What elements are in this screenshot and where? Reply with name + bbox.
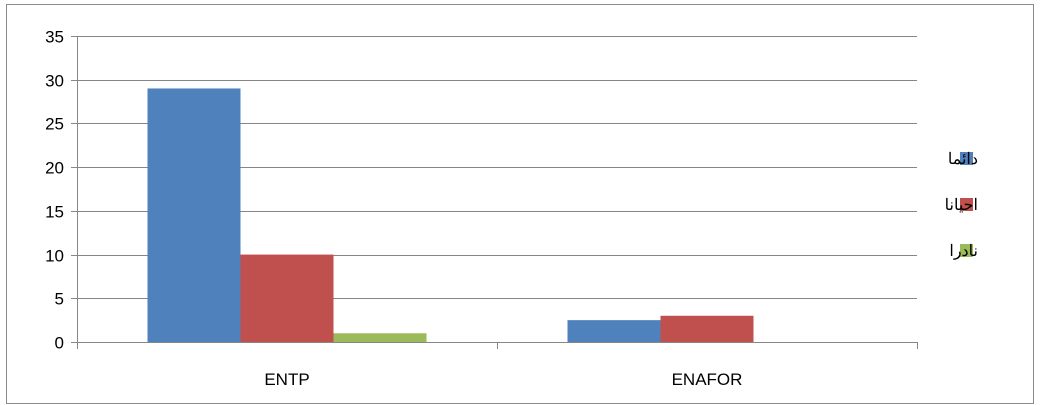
y-tick-label: 30 bbox=[45, 72, 64, 91]
axes: 0 5 10 15 20 25 30 35 ENTP ENAFOR bbox=[45, 28, 918, 389]
bar-enafor-series-2 bbox=[660, 315, 754, 342]
bar-entp-series-3 bbox=[333, 333, 427, 342]
legend-swatch-1 bbox=[960, 152, 973, 165]
y-tick-label: 15 bbox=[45, 203, 64, 222]
legend-label-2: احيانا bbox=[945, 197, 978, 214]
y-tick-label: 20 bbox=[45, 159, 64, 178]
legend-label-1: دائما bbox=[948, 151, 978, 168]
bar-entp-series-2 bbox=[240, 254, 334, 342]
y-tick-label: 25 bbox=[45, 115, 64, 134]
x-tick-label: ENAFOR bbox=[672, 370, 743, 389]
x-tick-label: ENTP bbox=[264, 370, 309, 389]
legend-label-3: نادرا bbox=[949, 243, 978, 260]
bar-entp-series-1 bbox=[147, 88, 241, 342]
legend-swatch-2 bbox=[960, 198, 973, 211]
y-tick-label: 10 bbox=[45, 247, 64, 266]
y-tick-label: 0 bbox=[55, 334, 64, 353]
bar-enafor-series-1 bbox=[567, 320, 661, 342]
legend-swatch-3 bbox=[960, 244, 973, 257]
y-tick-label: 35 bbox=[45, 28, 64, 47]
legend: دائما احيانا نادرا bbox=[945, 151, 978, 260]
y-tick-label: 5 bbox=[55, 290, 64, 309]
bars bbox=[147, 88, 754, 342]
